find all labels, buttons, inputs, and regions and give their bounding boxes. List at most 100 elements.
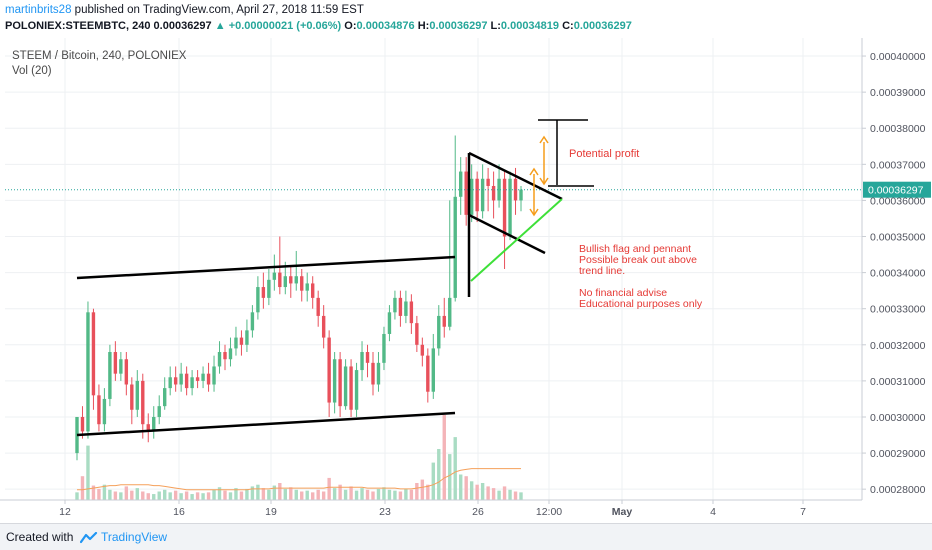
candle-body bbox=[409, 301, 414, 324]
candle-body bbox=[398, 297, 403, 316]
volume-bar bbox=[491, 488, 496, 500]
candle-body bbox=[486, 178, 490, 186]
time-tick-label: 23 bbox=[379, 506, 391, 518]
volume-bar bbox=[97, 488, 101, 500]
channel-top-line bbox=[76, 255, 456, 280]
volume-bar bbox=[75, 492, 79, 500]
price-tick-label: 0.00040000 bbox=[870, 51, 926, 63]
candle-body bbox=[119, 359, 123, 374]
volume-bar bbox=[305, 490, 309, 500]
tradingview-logo-icon[interactable] bbox=[80, 532, 98, 544]
channel-bottom-line bbox=[76, 411, 456, 437]
volume-bar bbox=[201, 493, 205, 500]
volume-bar bbox=[486, 486, 490, 500]
candle-body bbox=[206, 373, 211, 385]
volume-bar bbox=[459, 474, 463, 500]
volume-bar bbox=[360, 488, 364, 500]
volume-bar bbox=[316, 489, 320, 500]
volume-bar bbox=[173, 490, 178, 500]
volume-bar bbox=[469, 481, 474, 500]
volume-bar bbox=[80, 476, 85, 500]
price-tick-label: 0.00028000 bbox=[870, 484, 926, 496]
volume-ma-line bbox=[77, 468, 521, 491]
candle-body bbox=[305, 283, 309, 291]
volume-bar bbox=[234, 488, 238, 500]
candle-body bbox=[157, 406, 161, 417]
volume-bar bbox=[272, 485, 277, 500]
published-text: published on TradingView.com, April 27, … bbox=[74, 4, 364, 16]
candle-body bbox=[239, 337, 244, 345]
legend-volume[interactable]: Vol (20) bbox=[12, 65, 52, 77]
volume-bar bbox=[179, 493, 183, 500]
candle-body bbox=[316, 297, 320, 316]
candle-body bbox=[102, 398, 107, 425]
volume-bar bbox=[157, 491, 161, 500]
chart-header: martinbrits28 published on TradingView.c… bbox=[0, 0, 932, 38]
legend-title[interactable]: STEEM / Bitcoin, 240, POLONIEX bbox=[12, 50, 187, 62]
volume-bar bbox=[184, 491, 189, 500]
current-price-tag bbox=[863, 181, 931, 198]
candle-body bbox=[459, 171, 463, 197]
price-tick-label: 0.00033000 bbox=[870, 304, 926, 316]
candle-body bbox=[289, 276, 293, 284]
candle-body bbox=[223, 352, 227, 360]
candle-body bbox=[415, 323, 419, 345]
volume-bar bbox=[261, 488, 266, 500]
volume-bar bbox=[294, 489, 298, 500]
volume-bar bbox=[442, 415, 446, 500]
candle-body bbox=[283, 276, 287, 288]
volume-bar bbox=[376, 488, 381, 500]
publish-info: martinbrits28 published on TradingView.c… bbox=[5, 4, 364, 16]
volume-bar bbox=[354, 490, 359, 500]
tradingview-brand-link[interactable]: TradingView bbox=[101, 530, 168, 544]
candle-body bbox=[360, 352, 364, 371]
volume-bar bbox=[332, 488, 337, 500]
volume-bar bbox=[519, 492, 523, 500]
candle-body bbox=[124, 359, 129, 385]
volume-bar bbox=[163, 489, 167, 500]
volume-bar bbox=[130, 490, 134, 500]
volume-bar bbox=[124, 486, 129, 500]
candle-body bbox=[141, 380, 145, 425]
candle-body bbox=[387, 312, 392, 334]
volume-bar bbox=[453, 437, 457, 500]
candle-body bbox=[327, 337, 331, 403]
candle-body bbox=[371, 362, 375, 385]
volume-bar bbox=[239, 491, 244, 500]
volume-bar bbox=[448, 454, 452, 500]
chart-area[interactable]: Potential profit Bullish flag and pennant… bbox=[0, 38, 932, 523]
time-tick-label: 7 bbox=[800, 506, 806, 518]
candle-body bbox=[152, 416, 156, 432]
volume-bar bbox=[475, 484, 479, 500]
author-link[interactable]: martinbrits28 bbox=[5, 4, 72, 16]
volume-bar bbox=[508, 489, 512, 500]
annotation-note-line: Possible break out above bbox=[579, 254, 697, 266]
candle-body bbox=[86, 312, 90, 432]
time-tick-label: 16 bbox=[173, 506, 185, 518]
volume-bar bbox=[387, 489, 392, 500]
volume-bar bbox=[382, 487, 386, 500]
high-label: H: bbox=[417, 20, 430, 32]
annotation-note-line: No financial advise bbox=[579, 287, 667, 299]
candle-body bbox=[382, 333, 386, 363]
volume-bar bbox=[141, 491, 145, 500]
volume-bar bbox=[86, 445, 90, 500]
price-tick-label: 0.00030000 bbox=[870, 412, 926, 424]
volume-bar bbox=[497, 490, 501, 500]
candle-body bbox=[491, 185, 496, 201]
candle-body bbox=[201, 373, 205, 381]
candle-body bbox=[404, 301, 408, 316]
time-tick-label: May bbox=[612, 506, 633, 518]
candle-body bbox=[343, 366, 348, 407]
price-chart[interactable]: Potential profit Bullish flag and pennant… bbox=[0, 38, 932, 523]
volume-bar bbox=[108, 489, 112, 500]
candle-body bbox=[267, 279, 271, 298]
candle-body bbox=[442, 315, 446, 327]
candle-body bbox=[300, 276, 304, 291]
volume-bar bbox=[365, 489, 370, 500]
candle-body bbox=[195, 377, 200, 381]
candle-body bbox=[217, 352, 222, 367]
volume-bar bbox=[152, 494, 156, 500]
candle-body bbox=[146, 424, 150, 432]
last-price: 0.00036297 bbox=[153, 20, 212, 32]
